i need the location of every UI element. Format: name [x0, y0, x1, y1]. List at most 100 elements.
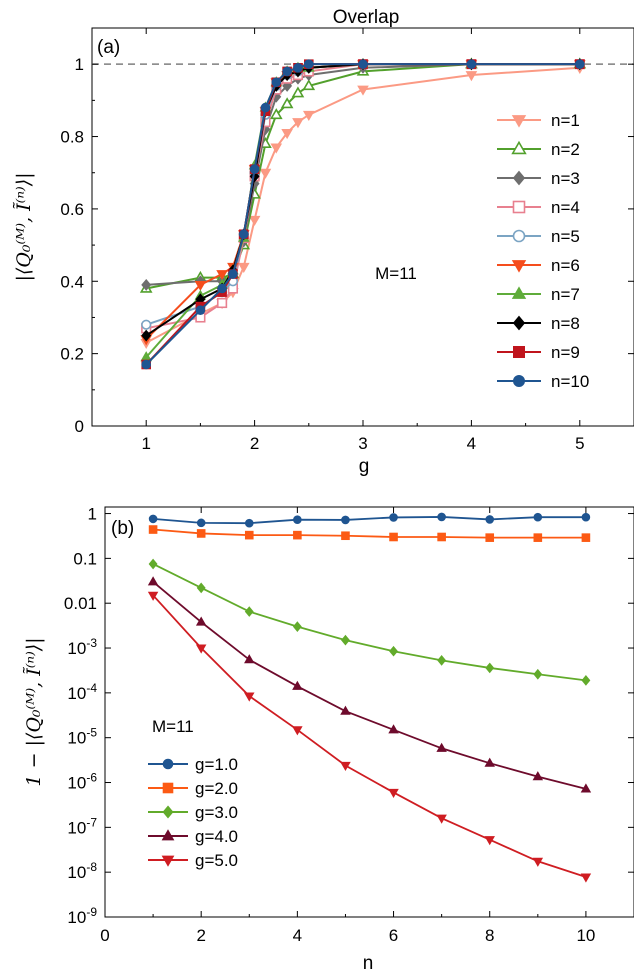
series-line: [146, 63, 580, 286]
data-point: [485, 515, 495, 524]
legend-entry: g=1.0: [148, 755, 238, 774]
panel-a-legend: n=1 n=2 n=3 n=4 n=5 n=6 n=7 n=8 n=9 n=10: [497, 111, 589, 391]
panel-b: 0 2 4 6 8 10 10-9 10-8 10-7 10-6 10-5 10-4 10-3 0.01 0…: [23, 505, 634, 973]
data-point: [196, 582, 206, 594]
data-point: [436, 814, 447, 824]
data-point: [244, 692, 255, 702]
data-point: [304, 59, 314, 69]
legend-marker: [161, 829, 175, 841]
data-point: [532, 857, 544, 867]
legend-entry: n=4: [497, 198, 580, 217]
data-point: [141, 329, 152, 342]
y-tick-label: 0.01: [64, 594, 97, 613]
panel-b-xlabel: n: [363, 953, 374, 973]
panel-b-ylabel: 1 − |⟨Q₀⁽ᴹ⁾, Ĩ⁽ⁿ⁾⟩|: [23, 637, 45, 786]
data-point: [195, 644, 207, 654]
legend-marker: [511, 115, 527, 128]
data-point: [302, 110, 315, 121]
panel-a-ylabel: |⟨Q₀⁽ᴹ⁾, Ĩ⁽ⁿ⁾⟩|: [13, 172, 35, 281]
legend-marker: [511, 140, 527, 155]
panel-b-label: (b): [111, 518, 134, 539]
data-point: [581, 675, 591, 686]
data-point: [340, 761, 351, 772]
y-tick-label: 10-3: [67, 636, 97, 658]
data-point: [466, 59, 477, 69]
x-tick-label: 8: [485, 926, 494, 945]
data-point: [244, 654, 255, 664]
legend-entry: n=8: [497, 314, 580, 333]
legend-entry: n=5: [497, 227, 580, 246]
legend-label: g=1.0: [195, 755, 238, 774]
data-point: [217, 283, 227, 294]
y-tick-label: 1: [88, 505, 97, 524]
data-point: [148, 525, 158, 534]
legend-entry: g=3.0: [148, 803, 238, 822]
series-line: [153, 528, 586, 539]
legend-marker: [162, 758, 174, 770]
legend-label: g=5.0: [195, 851, 238, 870]
panel-a-annotation: M=11: [375, 264, 417, 283]
panel-b-annotation: M=11: [152, 717, 194, 736]
data-point: [341, 634, 350, 646]
legend-marker: [511, 260, 527, 273]
data-point: [141, 278, 152, 291]
data-point: [532, 771, 544, 781]
legend-entry: n=6: [497, 256, 580, 275]
data-point: [259, 168, 272, 179]
data-point: [389, 513, 398, 522]
data-point: [271, 77, 282, 88]
legend-marker: [513, 375, 525, 387]
data-point: [341, 531, 350, 541]
series-line: [146, 63, 580, 330]
legend-label: n=6: [551, 256, 580, 275]
data-point: [148, 514, 158, 524]
data-point: [485, 662, 495, 674]
data-point: [485, 533, 495, 542]
y-tick-label: 0: [75, 417, 84, 436]
data-point: [293, 530, 302, 540]
data-point: [465, 71, 478, 82]
panel-b-ticks: 0 2 4 6 8 10 10-9 10-8 10-7 10-6 10-5 10-4 10-3 0.01 0…: [64, 505, 634, 945]
data-point: [388, 788, 399, 799]
legend-label: g=4.0: [195, 827, 238, 846]
y-tick-label: 1: [75, 55, 84, 74]
legend-marker: [512, 200, 526, 214]
data-point: [147, 576, 159, 586]
data-point: [389, 645, 398, 657]
x-tick-label: 3: [358, 434, 367, 453]
data-point: [216, 270, 228, 281]
y-tick-label: 0.8: [60, 128, 84, 147]
data-point: [292, 680, 303, 690]
legend-marker: [162, 805, 174, 819]
legend-label: g=3.0: [195, 803, 238, 822]
data-point: [292, 726, 303, 736]
legend-label: n=2: [551, 140, 580, 159]
legend-marker: [512, 229, 526, 243]
legend-entry: n=10: [497, 372, 589, 391]
data-point: [484, 757, 495, 767]
panel-a-xlabel: g: [359, 456, 370, 477]
data-point: [341, 515, 350, 525]
series-line: [153, 516, 586, 525]
y-tick-label: 10-5: [67, 726, 97, 748]
data-point: [292, 118, 304, 129]
data-point: [291, 86, 305, 98]
y-tick-label: 10-6: [67, 771, 97, 793]
legend-entry: n=3: [497, 169, 580, 188]
panel-b-frame: [104, 506, 634, 918]
data-point: [244, 606, 254, 617]
data-point: [280, 97, 294, 109]
legend-label: n=7: [551, 285, 580, 304]
data-point: [281, 128, 293, 140]
series-line: [152, 563, 587, 682]
data-point: [580, 783, 592, 793]
legend-label: n=5: [551, 227, 580, 246]
legend-marker: [161, 855, 175, 867]
data-point: [389, 532, 398, 542]
x-tick-label: 5: [575, 434, 584, 453]
data-point: [293, 63, 303, 73]
data-point: [147, 591, 159, 601]
y-tick-label: 0.6: [60, 200, 84, 219]
data-point: [581, 533, 591, 542]
